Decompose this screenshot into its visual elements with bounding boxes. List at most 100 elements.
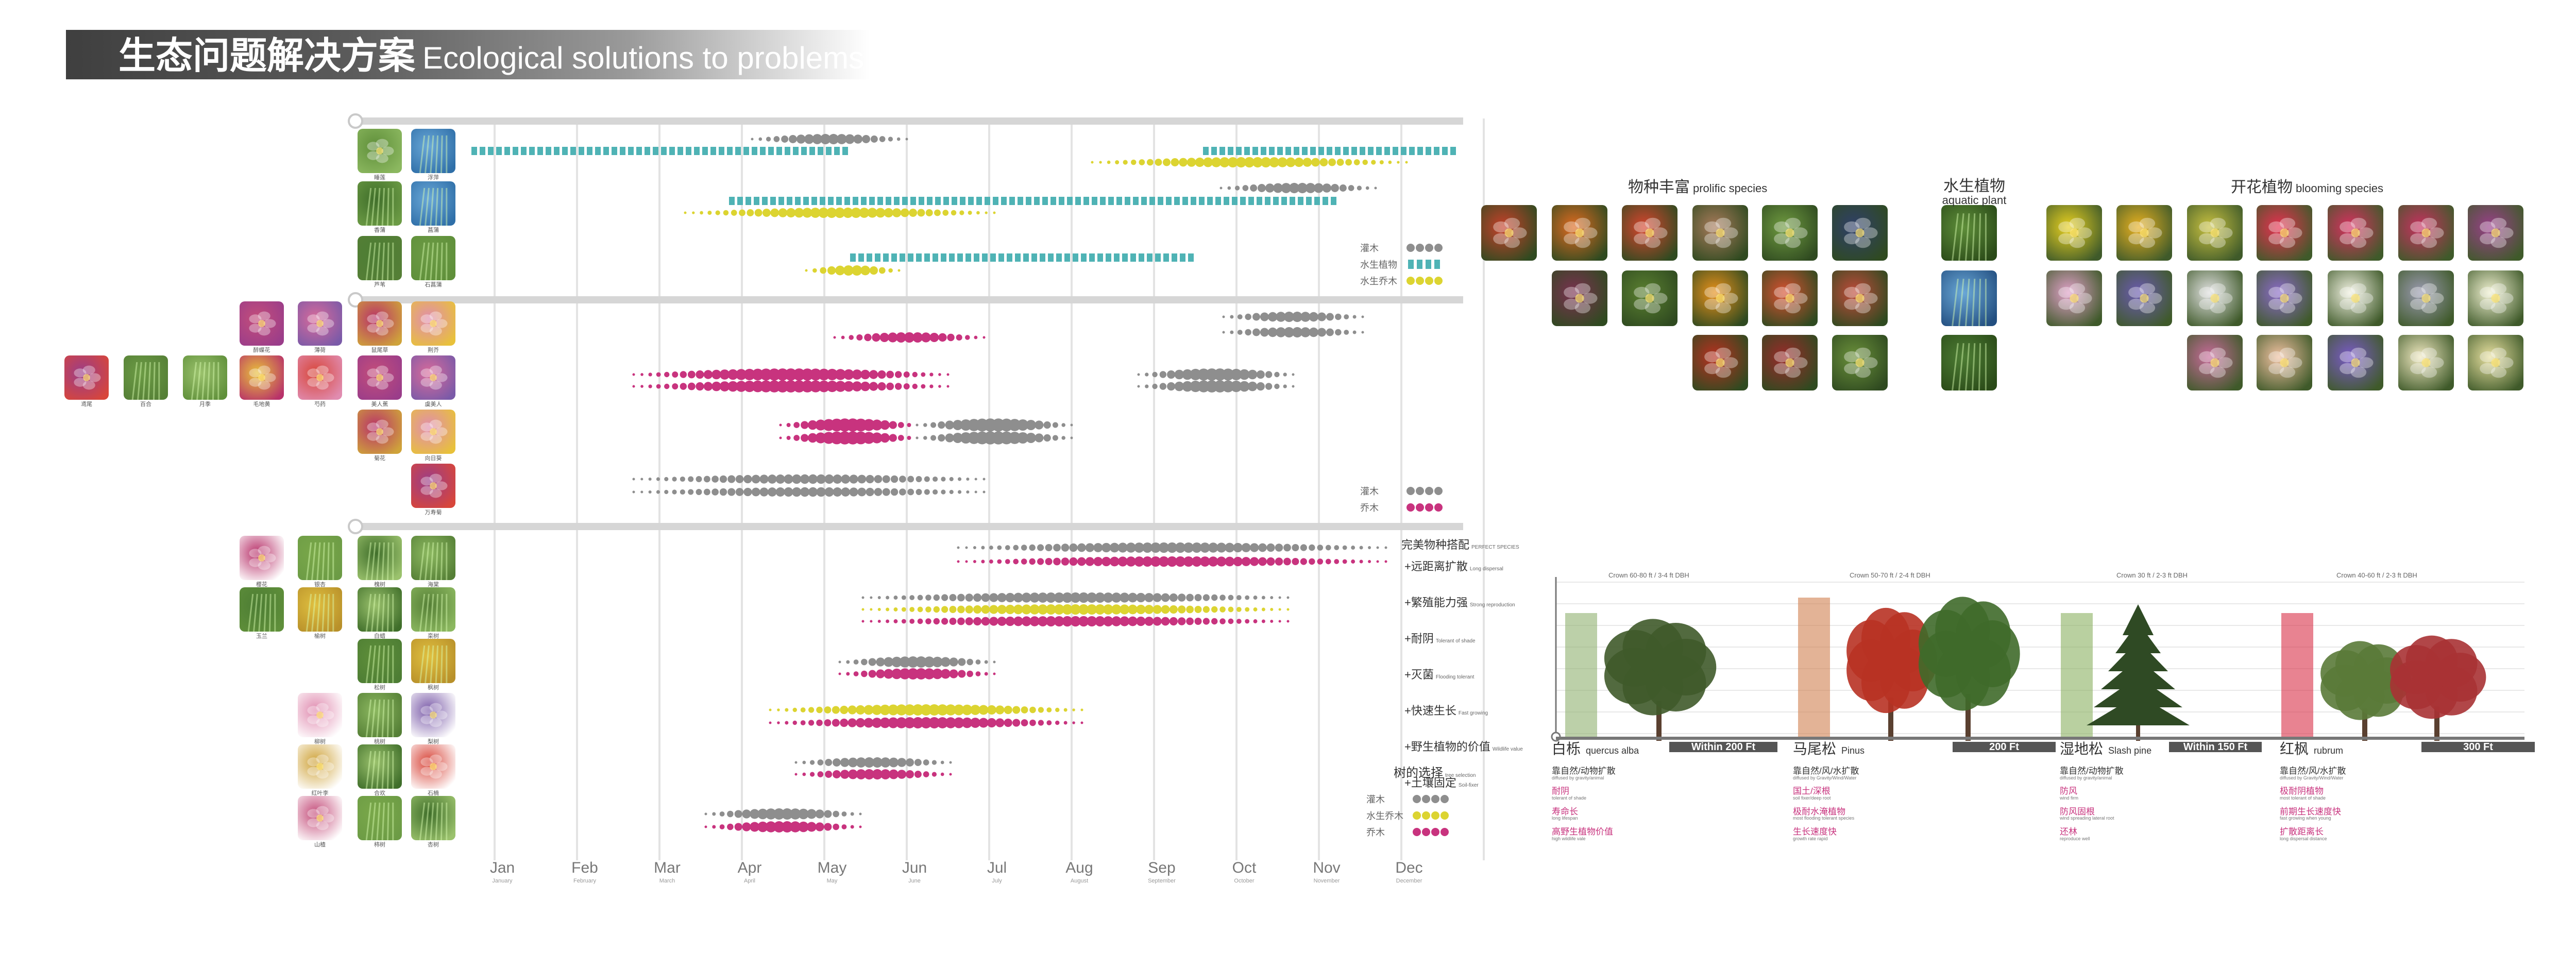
tree-attribute: 极耐阴植物 <box>2280 786 2324 796</box>
legend-swatch-teal <box>1426 260 1431 269</box>
petal <box>2428 357 2444 368</box>
blade <box>386 542 389 580</box>
bar-gray <box>909 595 915 600</box>
bar-pink <box>917 618 923 624</box>
bar-yellow <box>987 705 996 715</box>
bar-pink <box>862 419 875 431</box>
section-separator-3-marker <box>348 519 363 534</box>
petal <box>2199 221 2215 233</box>
bar-gray <box>696 476 702 482</box>
bar-gray <box>1335 329 1342 336</box>
blade <box>376 593 381 632</box>
tree-photo-art <box>307 754 334 779</box>
petal <box>1574 302 1591 314</box>
bar-pink <box>961 717 973 728</box>
blooming-zh: 开花植物 <box>2231 179 2293 196</box>
petal <box>249 378 262 387</box>
bar-yellow <box>957 605 965 614</box>
bar-pink <box>897 435 904 441</box>
bar-yellow <box>997 605 1007 614</box>
bar-teal <box>1163 253 1169 262</box>
blade <box>376 699 381 737</box>
bar-gray <box>940 657 951 667</box>
flower-photo-art <box>249 311 276 336</box>
bar-yellow <box>1405 161 1408 164</box>
bar-pink <box>949 618 957 625</box>
bar-gray <box>890 488 899 496</box>
petal <box>1574 236 1591 248</box>
bar-gray <box>784 474 793 484</box>
pinus-tree-green-canopy <box>1956 601 2011 669</box>
month-label: Nov <box>1313 859 1341 876</box>
tree-name-en: quercus alba <box>1586 745 1639 756</box>
petal <box>307 314 320 324</box>
bar-yellow <box>778 208 788 217</box>
bar-gray <box>1182 381 1193 392</box>
petal <box>1645 302 1661 314</box>
prolific-species-photo-art <box>1774 283 1808 314</box>
blade <box>430 593 434 632</box>
petal <box>1634 221 1650 233</box>
bar-pink <box>949 773 952 776</box>
petal <box>2210 217 2226 229</box>
blooming-species-photo <box>2257 335 2312 390</box>
tree-photo-art <box>419 593 448 632</box>
bar-gray <box>1191 542 1202 553</box>
bar-pink <box>981 617 990 626</box>
bar-teal <box>1155 253 1161 262</box>
blooming-species-photo <box>2187 335 2243 390</box>
bar-pink <box>1038 720 1044 726</box>
bar-gray <box>965 593 973 602</box>
bar-gray <box>841 487 850 497</box>
petal <box>2340 351 2355 363</box>
bar-teal <box>770 197 776 205</box>
prolific-species-photo <box>1762 205 1818 261</box>
bar-gray <box>949 489 954 495</box>
bar-gray <box>1261 596 1265 600</box>
petal <box>2268 298 2284 310</box>
bar-pink <box>997 617 1007 626</box>
petal <box>1493 221 1509 233</box>
petal <box>2128 286 2144 298</box>
petal <box>376 327 388 336</box>
petal <box>2058 286 2074 298</box>
petal <box>307 767 320 776</box>
bar-pink <box>786 436 791 440</box>
bar-pink <box>1202 618 1210 625</box>
month-label: Oct <box>1232 859 1257 876</box>
bar-yellow <box>928 704 940 716</box>
bar-gray <box>1029 592 1040 603</box>
petal <box>2128 221 2144 233</box>
petal <box>2210 236 2226 248</box>
bar-gray <box>648 490 652 494</box>
flower-photo-art <box>367 365 394 390</box>
bar-teal <box>957 253 963 262</box>
petal <box>1564 286 1580 298</box>
bar-teal <box>752 147 757 155</box>
petal <box>429 489 442 498</box>
legend-swatch-pink <box>1406 503 1415 512</box>
bar-teal <box>1273 197 1279 205</box>
slash-pine-tree-tier <box>2115 622 2161 653</box>
flower-photo-art <box>367 419 394 444</box>
bar-yellow <box>1236 607 1242 612</box>
bar-teal <box>570 147 576 155</box>
bar-teal <box>1089 253 1095 262</box>
bar-pink <box>680 371 687 378</box>
bar-gray <box>1061 436 1065 440</box>
flower-center <box>430 428 437 435</box>
bar-yellow <box>1211 157 1222 167</box>
flower-photo-art <box>367 311 394 336</box>
bar-gray <box>664 489 669 495</box>
bar-yellow <box>1169 605 1178 614</box>
legend-swatch-gray <box>1406 244 1415 252</box>
bar-yellow <box>1211 606 1218 613</box>
bar-gray <box>1008 419 1021 431</box>
bar-gray <box>742 809 751 819</box>
flower-center <box>316 374 324 381</box>
bar-yellow <box>878 267 886 274</box>
tree-name: 红枫 rubrum <box>2280 738 2343 758</box>
petal <box>316 821 329 830</box>
bar-pink <box>859 825 862 828</box>
blade <box>440 802 443 840</box>
